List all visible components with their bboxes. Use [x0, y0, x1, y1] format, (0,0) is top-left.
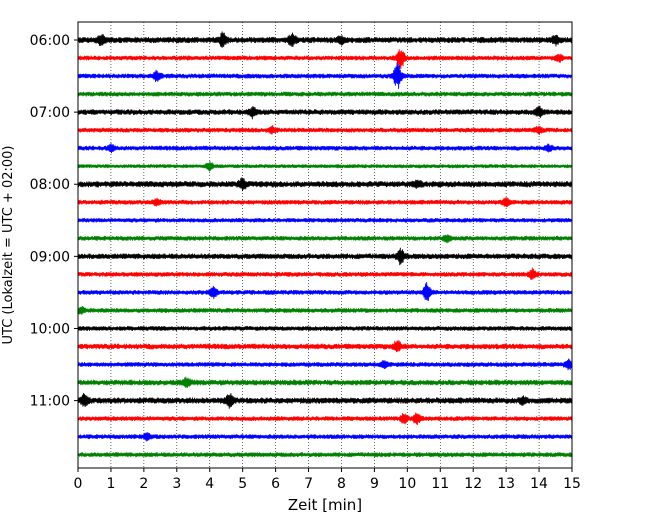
trace-line [77, 412, 573, 426]
y-axis-ticks: 06:00 07:00 08:00 09:00 10:00 11:00 [30, 33, 78, 410]
trace-line [77, 197, 573, 208]
x-tick-label: 9 [370, 476, 379, 492]
x-tick-label: 2 [139, 476, 148, 492]
trace-line [77, 91, 573, 97]
y-tick-label: 11:00 [30, 394, 70, 410]
trace-line [77, 432, 573, 442]
trace-line [77, 325, 573, 332]
trace-line [77, 124, 573, 135]
trace-line [77, 358, 573, 371]
y-tick-label: 06:00 [30, 33, 70, 49]
x-tick-label: 14 [530, 476, 548, 492]
trace-line [77, 306, 573, 315]
trace-line [77, 49, 573, 70]
x-tick-label: 7 [304, 476, 313, 492]
trace-line [77, 452, 573, 458]
plot-frame [77, 21, 573, 469]
seismic-traces [77, 31, 573, 458]
x-tick-label: 15 [563, 476, 581, 492]
x-tick-label: 13 [497, 476, 515, 492]
trace-line [77, 177, 573, 192]
x-axis-label: Zeit [min] [288, 496, 362, 514]
y-axis-label: UTC (Lokalzeit = UTC + 02:00) [1, 146, 16, 345]
x-tick-label: 3 [172, 476, 181, 492]
y-tick-label: 10:00 [30, 321, 70, 337]
trace-line [77, 234, 573, 244]
trace-line [77, 376, 573, 388]
trace-line [77, 340, 573, 353]
trace-line [77, 62, 573, 89]
x-tick-label: 11 [431, 476, 449, 492]
x-tick-label: 10 [398, 476, 416, 492]
x-tick-label: 0 [74, 476, 83, 492]
trace-line [77, 217, 573, 223]
trace-line [77, 247, 573, 266]
x-axis-ticks: 0 1 2 3 4 5 6 7 8 9 10 11 12 13 14 15 [74, 468, 581, 492]
trace-line [77, 160, 573, 172]
x-tick-label: 6 [271, 476, 280, 492]
x-tick-label: 1 [106, 476, 115, 492]
trace-line [77, 143, 573, 154]
x-tick-label: 4 [205, 476, 214, 492]
trace-line [77, 281, 573, 302]
trace-line [77, 31, 573, 48]
y-tick-label: 07:00 [30, 105, 70, 121]
y-tick-label: 09:00 [30, 249, 70, 265]
trace-line [77, 267, 573, 281]
x-tick-label: 5 [238, 476, 247, 492]
x-tick-label: 12 [464, 476, 482, 492]
trace-line [77, 105, 573, 120]
x-tick-label: 8 [337, 476, 346, 492]
y-tick-label: 08:00 [30, 177, 70, 193]
trace-line [77, 392, 573, 409]
